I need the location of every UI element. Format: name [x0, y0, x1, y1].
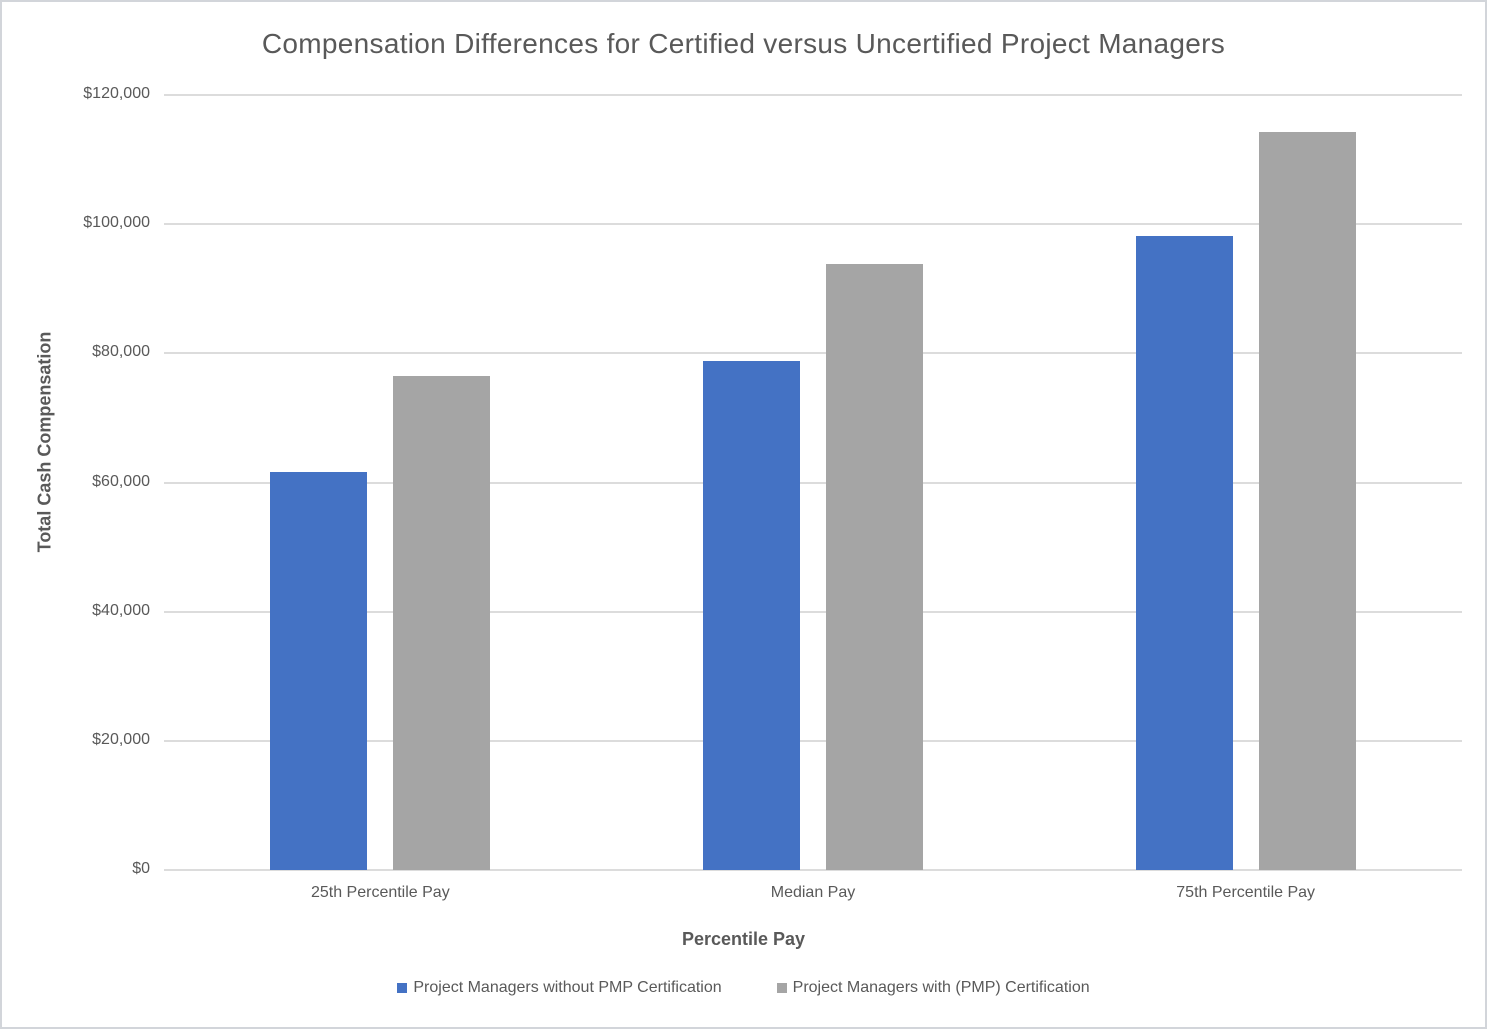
gridline — [164, 739, 1462, 742]
gridline — [164, 869, 1462, 871]
x-axis-title: Percentile Pay — [681, 929, 806, 949]
legend-label: Project Managers without PMP Certificati… — [413, 979, 722, 996]
plot-area — [164, 94, 1462, 871]
y-tick-label: $20,000 — [92, 730, 150, 748]
legend-label: Project Managers with (PMP) Certificatio… — [792, 979, 1090, 996]
y-tick-label: $40,000 — [92, 601, 150, 619]
bar-without-pmp — [270, 471, 368, 870]
y-axis-title: Total Cash Compensation — [34, 331, 55, 553]
bar-with-pmp — [393, 375, 491, 870]
bar-with-pmp — [1258, 132, 1356, 870]
gridline — [164, 481, 1462, 484]
gridline — [164, 352, 1462, 355]
y-tick-label: $80,000 — [92, 343, 150, 361]
chart-title: Compensation Differences for Certified v… — [261, 28, 1226, 59]
gridline — [164, 610, 1462, 613]
bar-with-pmp — [826, 264, 923, 870]
bar-without-pmp — [703, 361, 800, 870]
bar-without-pmp — [1135, 235, 1233, 870]
legend-item: Project Managers without PMP Certificati… — [397, 979, 722, 997]
y-tick-label: $120,000 — [83, 85, 150, 103]
x-tick-label: 75th Percentile Pay — [1176, 884, 1316, 901]
y-tick-label: $0 — [132, 860, 150, 878]
legend-swatch-icon — [776, 983, 787, 993]
legend-item: Project Managers with (PMP) Certificatio… — [776, 979, 1090, 997]
gridline — [164, 223, 1462, 226]
legend: Project Managers without PMP Certificati… — [2, 979, 1485, 997]
x-tick-label: Median Pay — [770, 884, 856, 901]
y-tick-label: $100,000 — [83, 214, 150, 232]
y-tick-label: $60,000 — [92, 472, 150, 490]
legend-swatch-icon — [397, 983, 408, 993]
gridline — [164, 94, 1462, 96]
x-tick-label: 25th Percentile Pay — [310, 884, 450, 901]
